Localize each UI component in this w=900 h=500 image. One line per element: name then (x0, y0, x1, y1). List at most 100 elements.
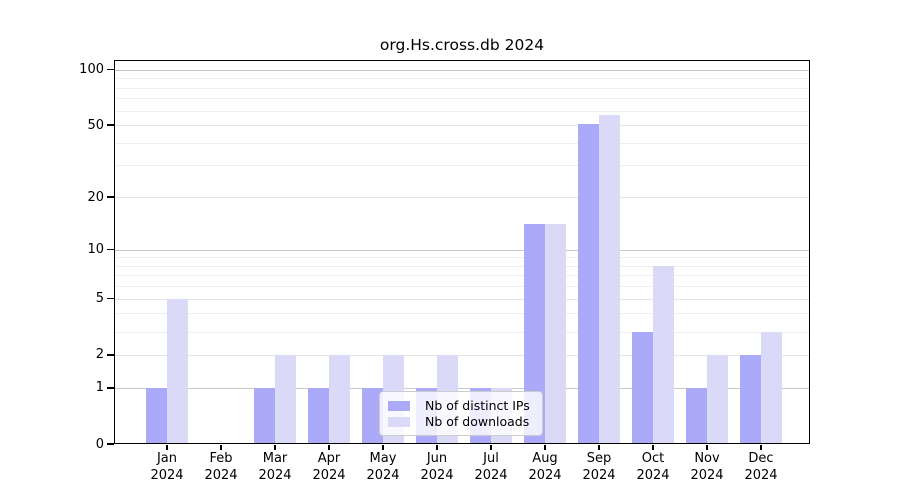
x-tick-label-year: 2024 (420, 467, 454, 483)
y-tick-mark (107, 196, 114, 198)
legend-label-distinct-ips: Nb of distinct IPs (425, 398, 530, 413)
x-tick-label: Jan 2024 (127, 451, 207, 484)
bar-nb-of-distinct-ips (578, 123, 599, 444)
y-tick-mark (107, 443, 114, 445)
x-tick-label: Nov 2024 (667, 451, 747, 484)
x-tick-label: Jun 2024 (397, 451, 477, 484)
x-tick-label-year: 2024 (150, 467, 184, 483)
y-minor-gridline (114, 142, 810, 144)
x-tick-mark (598, 445, 600, 450)
gridlines-layer (114, 60, 810, 444)
y-minor-gridline (114, 165, 810, 167)
y-tick-label: 0 (95, 436, 104, 452)
bar-nb-of-distinct-ips (524, 224, 545, 444)
legend-swatch-distinct-ips (388, 400, 410, 411)
bar-nb-of-downloads (275, 354, 296, 444)
y-gridline (114, 125, 810, 127)
y-tick-label: 1 (95, 380, 104, 396)
y-tick-mark (107, 248, 114, 251)
y-minor-gridline (114, 275, 810, 277)
y-gridline (114, 197, 810, 199)
x-tick-label-month: Apr (317, 451, 341, 466)
x-tick-label-year: 2024 (366, 467, 400, 483)
x-tick-mark (706, 445, 708, 450)
y-tick-mark (107, 124, 114, 126)
chart-title: org.Hs.cross.db 2024 (379, 36, 545, 54)
y-tick-mark (107, 386, 114, 389)
x-tick-label-month: May (369, 451, 397, 466)
x-tick-label-year: 2024 (690, 467, 724, 483)
x-tick-label: May 2024 (343, 451, 423, 484)
bar-nb-of-downloads (653, 265, 674, 444)
x-tick-label-month: Jan (156, 451, 178, 466)
y-tick-label: 2 (95, 347, 104, 363)
x-tick-label: Sep 2024 (559, 451, 639, 484)
x-tick-mark (274, 445, 276, 450)
x-tick-mark (436, 445, 438, 450)
bar-nb-of-distinct-ips (146, 387, 167, 444)
y-tick-mark (107, 297, 114, 300)
legend-label-downloads: Nb of downloads (425, 414, 530, 429)
y-gridline (114, 354, 810, 356)
x-tick-label: Mar 2024 (235, 451, 315, 484)
x-tick-label: Apr 2024 (289, 451, 369, 484)
bar-nb-of-downloads (707, 354, 728, 444)
y-minor-gridline (114, 257, 810, 259)
x-tick-label-year: 2024 (636, 467, 670, 483)
y-minor-gridline (114, 78, 810, 80)
x-tick-mark (382, 445, 384, 450)
bar-nb-of-downloads (599, 114, 620, 444)
x-tick-label-year: 2024 (474, 467, 508, 483)
x-tick-label-month: Aug (532, 451, 558, 466)
y-tick-label: 100 (79, 62, 104, 78)
y-tick-mark (107, 354, 114, 356)
x-tick-label-year: 2024 (312, 467, 346, 483)
x-tick-label-month: Dec (748, 451, 774, 466)
x-tick-label-month: Jun (426, 451, 448, 466)
bar-nb-of-downloads (329, 354, 350, 444)
x-tick-label-year: 2024 (204, 467, 238, 483)
y-major-gridline (114, 249, 810, 251)
y-gridline (114, 298, 810, 300)
x-tick-label: Feb 2024 (181, 451, 261, 484)
bar-nb-of-distinct-ips (686, 387, 707, 444)
x-tick-mark (760, 445, 762, 450)
x-tick-label: Dec 2024 (721, 451, 801, 484)
y-minor-gridline (114, 286, 810, 288)
legend: Nb of distinct IPs Nb of downloads (379, 391, 543, 436)
x-tick-mark (544, 445, 546, 450)
x-tick-label-month: Nov (694, 451, 720, 466)
y-minor-gridline (114, 313, 810, 315)
x-tick-label-year: 2024 (582, 467, 616, 483)
x-tick-label-month: Oct (641, 451, 665, 466)
y-major-gridline (114, 69, 810, 71)
y-tick-label: 20 (87, 189, 104, 205)
bar-nb-of-distinct-ips (740, 354, 761, 444)
y-minor-gridline (114, 331, 810, 333)
x-tick-mark (220, 445, 222, 450)
bar-nb-of-downloads (167, 298, 188, 444)
x-tick-label-year: 2024 (258, 467, 292, 483)
x-tick-label: Aug 2024 (505, 451, 585, 484)
legend-entry-downloads: Nb of downloads (388, 414, 534, 429)
x-tick-label-year: 2024 (744, 467, 778, 483)
bar-nb-of-downloads (761, 331, 782, 444)
bar-nb-of-distinct-ips (254, 387, 275, 444)
bars-layer (114, 60, 810, 444)
x-tick-label-month: Feb (209, 451, 233, 466)
y-tick-label: 50 (87, 117, 104, 133)
y-tick-label: 5 (95, 291, 104, 307)
y-minor-gridline (114, 265, 810, 267)
x-tick-label-month: Mar (262, 451, 288, 466)
bar-nb-of-distinct-ips (308, 387, 329, 444)
y-major-gridline (114, 387, 810, 389)
y-tick-label: 10 (87, 242, 104, 258)
x-tick-mark (652, 445, 654, 450)
x-tick-mark (490, 445, 492, 450)
legend-swatch-downloads (388, 416, 410, 427)
x-tick-label-month: Sep (586, 451, 612, 466)
y-minor-gridline (114, 87, 810, 89)
bar-nb-of-distinct-ips (362, 387, 383, 444)
